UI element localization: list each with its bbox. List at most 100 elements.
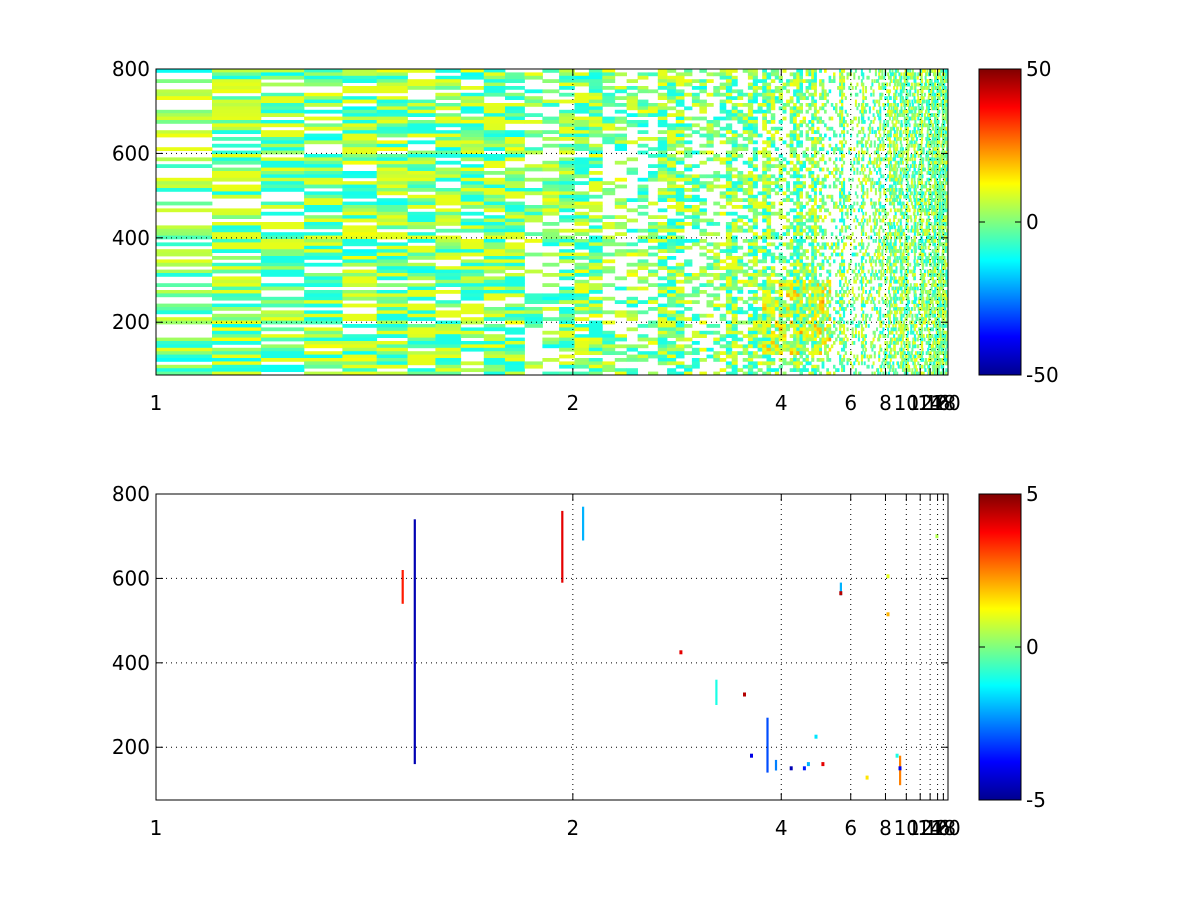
heatmap-cell (851, 296, 854, 301)
heatmap-cell (882, 103, 885, 107)
heatmap-cell (828, 171, 832, 175)
heatmap-cell (833, 133, 836, 138)
heatmap-cell (483, 69, 506, 73)
heatmap-cell (880, 157, 883, 162)
heatmap-cell (898, 256, 901, 260)
heatmap-cell (770, 120, 776, 124)
heatmap-cell (725, 184, 733, 189)
heatmap-cell (802, 283, 806, 287)
heatmap-cell (376, 303, 408, 308)
heatmap-cell (811, 337, 815, 342)
heatmap-cell (878, 249, 881, 253)
heatmap-cell (821, 324, 825, 328)
heatmap-cell (897, 92, 900, 97)
heatmap-cell (802, 174, 806, 179)
heatmap-cell (675, 137, 685, 141)
heatmap-cell (752, 324, 758, 328)
heatmap-cell (808, 211, 812, 216)
heatmap-cell (826, 283, 829, 287)
heatmap-cell (805, 320, 809, 325)
heatmap-cell (821, 198, 825, 202)
heatmap-cell (559, 120, 575, 124)
heatmap-cell (821, 245, 825, 250)
heatmap-cell (460, 116, 485, 121)
heatmap-cell (483, 313, 506, 318)
heatmap-cell (747, 109, 754, 114)
heatmap-cell (853, 307, 856, 311)
heatmap-cell (808, 351, 812, 355)
heatmap-cell (691, 92, 700, 97)
heatmap-cell (811, 174, 815, 179)
heatmap-cell (762, 361, 767, 366)
heatmap-cell (435, 371, 462, 375)
heatmap-cell (870, 286, 873, 291)
heatmap-cell (894, 109, 897, 114)
heatmap-cell (342, 351, 378, 355)
heatmap-cell (819, 116, 822, 121)
heatmap-cell (757, 307, 763, 311)
heatmap-cell (725, 290, 733, 294)
heatmap-cell (802, 286, 806, 291)
heatmap-cell (811, 103, 815, 107)
heatmap-cell (752, 130, 758, 134)
heatmap-cell (706, 184, 714, 189)
heatmap-cell (675, 269, 685, 274)
heatmap-cell (483, 245, 506, 250)
heatmap-cell (848, 235, 851, 240)
heatmap-cell (156, 181, 213, 185)
heatmap-cell (894, 324, 897, 328)
heatmap-cell (460, 198, 485, 202)
heatmap-cell (841, 286, 844, 291)
heatmap-cell (713, 256, 721, 260)
heatmap-cell (896, 371, 899, 375)
heatmap-cell (407, 293, 436, 298)
heatmap-cell (762, 344, 767, 349)
heatmap-cell (786, 181, 790, 185)
heatmap-cell (542, 130, 560, 134)
heatmap-cell (460, 225, 485, 230)
heatmap-cell (888, 113, 891, 117)
heatmap-cell (407, 225, 436, 230)
heatmap-cell (637, 191, 649, 196)
heatmap-cell (524, 300, 543, 304)
heatmap-cell (813, 194, 817, 199)
heatmap-cell (304, 69, 343, 73)
heatmap-cell (588, 130, 603, 134)
heatmap-cell (725, 198, 733, 202)
heatmap-cell (841, 130, 844, 134)
heatmap-cell (859, 171, 862, 175)
heatmap-cell (799, 242, 803, 247)
heatmap-cell (742, 358, 749, 362)
heatmap-cell (770, 69, 776, 73)
heatmap-cell (342, 133, 378, 138)
heatmap-cell (878, 177, 881, 182)
heatmap-cell (752, 364, 758, 369)
heatmap-cell (805, 368, 809, 372)
heatmap-cell (713, 293, 721, 298)
heatmap-cell (819, 262, 822, 267)
heatmap-cell (826, 208, 829, 213)
heatmap-cell (407, 266, 436, 270)
heatmap-cell (811, 283, 815, 287)
heatmap-cell (657, 324, 668, 328)
heatmap-cell (460, 259, 485, 264)
heatmap-cell (786, 89, 790, 94)
heatmap-cell (813, 222, 817, 226)
heatmap-cell (863, 109, 866, 114)
heatmap-cell (260, 167, 305, 172)
heatmap-cell (742, 351, 749, 355)
heatmap-cell (766, 109, 772, 114)
heatmap-cell (866, 194, 869, 199)
heatmap-cell (342, 113, 378, 117)
heatmap-cell (747, 320, 754, 325)
heatmap-cell (757, 106, 763, 111)
heatmap-cell (873, 218, 876, 223)
heatmap-cell (747, 133, 754, 138)
heatmap-cell (460, 191, 485, 196)
heatmap-cell (731, 368, 738, 372)
heatmap-cell (626, 286, 638, 291)
heatmap-cell (342, 279, 378, 284)
heatmap-cell (877, 368, 880, 372)
heatmap-cell (766, 296, 772, 301)
heatmap-cell (762, 89, 767, 94)
